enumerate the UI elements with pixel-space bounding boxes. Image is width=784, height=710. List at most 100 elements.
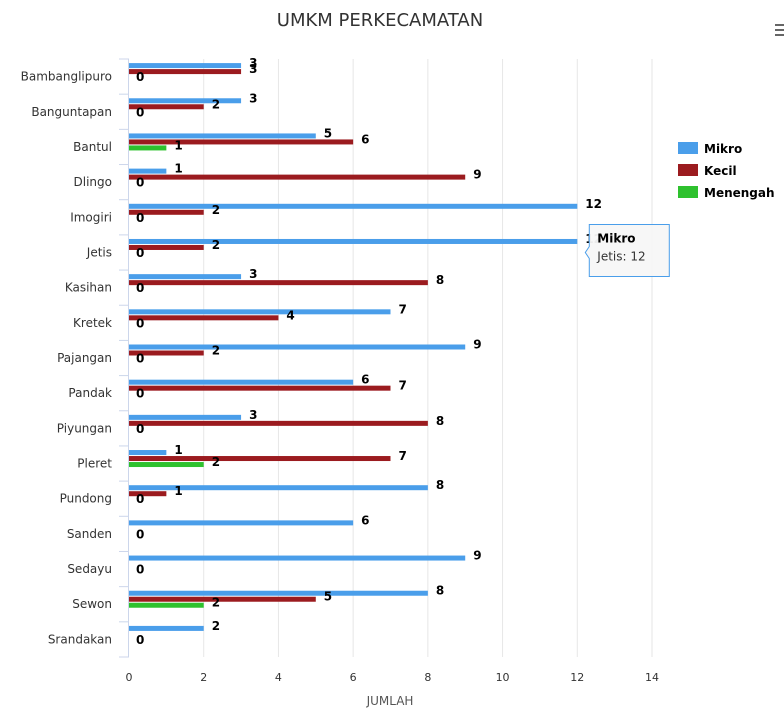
category-label: Sewon: [72, 597, 112, 611]
chart-title: UMKM PERKECAMATAN: [277, 10, 483, 31]
bar-kecil[interactable]: [129, 280, 428, 286]
legend-label: Mikro: [704, 142, 742, 156]
bar-mikro[interactable]: [129, 450, 167, 456]
zero-data-label: 0: [136, 387, 144, 401]
bar-kecil[interactable]: [129, 456, 391, 462]
bar-mikro[interactable]: [129, 133, 316, 139]
data-label: 6: [361, 132, 369, 146]
data-label: 3: [249, 56, 257, 70]
zero-data-label: 0: [136, 492, 144, 506]
legend-label: Menengah: [704, 186, 775, 200]
bar-kecil[interactable]: [129, 104, 204, 110]
bar-mikro[interactable]: [129, 238, 578, 244]
bar-kecil[interactable]: [129, 174, 466, 180]
category-label: Pleret: [77, 457, 112, 471]
data-label: 2: [212, 344, 220, 358]
data-label: 5: [324, 590, 332, 604]
legend-item-kecil[interactable]: Kecil: [678, 164, 737, 178]
bar-mikro[interactable]: [129, 98, 242, 104]
data-label: 3: [249, 267, 257, 281]
bar-kecil[interactable]: [129, 69, 242, 75]
data-label: 3: [249, 408, 257, 422]
data-label: 6: [361, 513, 369, 527]
data-label: 7: [399, 379, 407, 393]
data-label: 7: [399, 449, 407, 463]
data-label: 2: [212, 203, 220, 217]
hamburger-menu-icon[interactable]: [775, 24, 784, 36]
data-label: 4: [286, 308, 294, 322]
bar-mikro[interactable]: [129, 309, 391, 315]
bar-mikro[interactable]: [129, 414, 242, 420]
category-label: Srandakan: [48, 632, 112, 646]
category-label: Kasihan: [65, 281, 112, 295]
grid-lines: [203, 59, 653, 657]
legend-label: Kecil: [704, 164, 737, 178]
category-label: Bantul: [73, 140, 112, 154]
data-label: 1: [174, 443, 182, 457]
bar-mikro[interactable]: [129, 168, 167, 174]
x-tick-label: 2: [200, 671, 207, 684]
bar-mikro[interactable]: [129, 590, 428, 596]
category-label: Banguntapan: [31, 105, 112, 119]
x-axis-title: JUMLAH: [366, 694, 414, 708]
zero-data-label: 0: [136, 211, 144, 225]
bar-kecil[interactable]: [129, 315, 279, 321]
legend-swatch: [678, 164, 698, 176]
bar-menengah[interactable]: [129, 145, 167, 151]
bar-kecil[interactable]: [129, 350, 204, 356]
legend-item-menengah[interactable]: Menengah: [678, 186, 775, 200]
data-label: 1: [174, 484, 182, 498]
zero-data-label: 0: [136, 352, 144, 366]
data-label: 2: [212, 238, 220, 252]
category-label: Piyungan: [57, 421, 112, 435]
bar-mikro[interactable]: [129, 344, 466, 350]
bar-menengah[interactable]: [129, 602, 204, 608]
bar-mikro[interactable]: [129, 203, 578, 209]
bar-mikro[interactable]: [129, 520, 354, 526]
category-label: Pundong: [60, 492, 112, 506]
data-label: 5: [324, 126, 332, 140]
zero-data-label: 0: [136, 176, 144, 190]
data-label: 1: [174, 162, 182, 176]
category-label: Jetis: [86, 245, 112, 259]
chart-menu-button[interactable]: [775, 24, 784, 36]
zero-data-label: 0: [136, 527, 144, 541]
bar-mikro[interactable]: [129, 274, 242, 280]
bar-kecil[interactable]: [129, 596, 316, 602]
bar-mikro[interactable]: [129, 625, 204, 631]
bar-mikro[interactable]: [129, 555, 466, 561]
bar-kecil[interactable]: [129, 420, 428, 426]
tooltip-box: [584, 223, 670, 277]
x-tick-label: 0: [126, 671, 133, 684]
data-labels: 3303205611901220122038074092067038017281…: [136, 56, 602, 647]
bar-kecil[interactable]: [129, 385, 391, 391]
tooltip: Mikro Jetis: 12: [584, 223, 670, 277]
data-label: 2: [212, 97, 220, 111]
bar-mikro[interactable]: [129, 379, 354, 385]
legend-item-mikro[interactable]: Mikro: [678, 142, 742, 156]
data-label: 8: [436, 584, 444, 598]
zero-data-label: 0: [136, 422, 144, 436]
x-tick-label: 8: [424, 671, 431, 684]
bar-menengah[interactable]: [129, 462, 204, 468]
category-label: Kretek: [73, 316, 112, 330]
data-label: 8: [436, 478, 444, 492]
bar-kecil[interactable]: [129, 244, 204, 250]
bar-kecil[interactable]: [129, 139, 354, 145]
bar-mikro[interactable]: [129, 485, 428, 491]
bar-kecil[interactable]: [129, 491, 167, 497]
data-label: 8: [436, 414, 444, 428]
bar-kecil[interactable]: [129, 209, 204, 215]
data-label: 3: [249, 62, 257, 76]
tooltip-value: Jetis: 12: [596, 249, 645, 263]
legend: Mikro Kecil Menengah: [678, 142, 775, 200]
x-tick-label: 4: [275, 671, 282, 684]
bar-mikro[interactable]: [129, 63, 242, 69]
zero-data-label: 0: [136, 70, 144, 84]
x-tick-label: 6: [350, 671, 357, 684]
zero-data-label: 0: [136, 105, 144, 119]
legend-swatch: [678, 186, 698, 198]
zero-data-label: 0: [136, 246, 144, 260]
axes: 0 2 4 6 8 10 12 14BambanglipuroBanguntapanBantu…: [21, 58, 659, 684]
zero-data-label: 0: [136, 563, 144, 577]
